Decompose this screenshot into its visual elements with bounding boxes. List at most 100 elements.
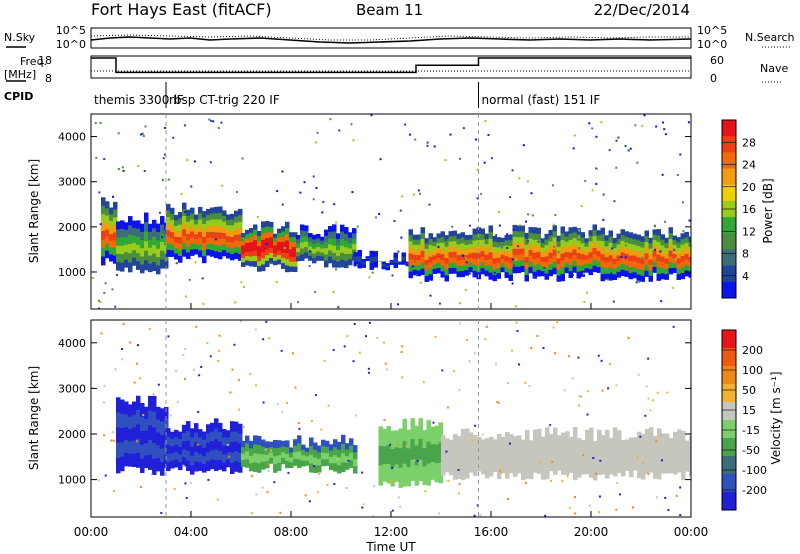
echo-cell: [424, 238, 429, 245]
echo-speck: [103, 434, 106, 437]
echo-cell: [293, 266, 298, 273]
echo-cell: [230, 242, 235, 249]
echo-cell: [329, 444, 334, 452]
echo-cell: [132, 427, 137, 441]
velocity-data: [97, 320, 691, 517]
echo-cell: [497, 463, 502, 480]
echo-cell: [561, 460, 566, 475]
echo-cell: [160, 421, 165, 436]
echo-cell: [166, 230, 171, 238]
echo-cell: [516, 225, 521, 232]
echo-cell: [285, 252, 290, 260]
echo-speck: [462, 127, 465, 130]
echo-cell: [497, 448, 502, 465]
x-axis-label: Time UT: [365, 540, 416, 554]
echo-cell: [625, 449, 630, 461]
echo-speck: [612, 300, 615, 303]
echo-speck: [514, 305, 517, 308]
echo-cell: [420, 239, 425, 246]
echo-cell: [440, 248, 445, 255]
power-colorbar-tick-label: 4: [742, 270, 749, 283]
echo-cell: [540, 252, 545, 258]
echo-cell: [512, 236, 517, 244]
echo-cell: [560, 240, 565, 248]
echo-speck: [537, 240, 540, 243]
echo-speck: [152, 393, 155, 396]
echo-cell: [448, 231, 453, 237]
echo-cell: [238, 253, 243, 261]
echo-cell: [325, 459, 330, 466]
echo-speck: [267, 337, 270, 340]
echo-speck: [371, 271, 374, 274]
echo-cell: [484, 259, 489, 266]
echo-cell: [390, 430, 395, 450]
echo-speck: [451, 225, 454, 228]
echo-cell: [166, 236, 171, 244]
echo-cell: [664, 237, 669, 244]
echo-speck: [679, 153, 682, 156]
echo-cell: [305, 460, 310, 466]
echo-cell: [226, 241, 231, 248]
echo-cell: [245, 229, 250, 235]
echo-cell: [348, 243, 353, 250]
echo-cell: [680, 272, 685, 280]
echo-speck: [474, 138, 477, 141]
echo-cell: [304, 236, 309, 243]
echo-speck: [368, 321, 371, 324]
echo-speck: [497, 462, 500, 465]
echo-speck: [479, 514, 482, 517]
echo-cell: [320, 236, 325, 242]
echo-cell: [452, 251, 457, 258]
echo-cell: [520, 237, 525, 244]
echo-speck: [578, 247, 581, 250]
echo-speck: [487, 133, 490, 136]
echo-cell: [460, 237, 465, 244]
echo-cell: [480, 251, 485, 258]
echo-speck: [221, 184, 224, 187]
echo-cell: [660, 245, 665, 252]
echo-speck: [675, 494, 678, 497]
echo-cell: [234, 451, 239, 462]
echo-speck: [592, 456, 595, 459]
echo-speck: [114, 368, 117, 371]
echo-cell: [641, 448, 646, 465]
echo-cell: [680, 261, 685, 268]
echo-cell: [234, 431, 239, 442]
echo-speck: [620, 256, 623, 259]
echo-cell: [296, 235, 301, 240]
echo-cell: [116, 412, 121, 429]
echo-speck: [544, 514, 547, 517]
echo-cell: [461, 429, 466, 447]
echo-cell: [629, 437, 634, 452]
echo-cell: [477, 448, 482, 461]
echo-cell: [202, 464, 207, 473]
echo-cell: [253, 250, 258, 257]
echo-cell: [501, 436, 506, 450]
echo-speck: [99, 121, 102, 124]
echo-cell: [552, 255, 557, 263]
echo-speck: [332, 349, 335, 352]
echo-cell: [453, 464, 458, 480]
echo-cell: [381, 261, 386, 265]
echo-speck: [321, 211, 324, 214]
echo-cell: [616, 249, 621, 256]
echo-cell: [148, 231, 153, 241]
echo-cell: [174, 220, 179, 227]
echo-cell: [420, 227, 425, 234]
echo-speck: [572, 147, 575, 150]
echo-cell: [428, 274, 433, 281]
echo-cell: [386, 463, 391, 484]
echo-cell: [194, 249, 199, 255]
echo-speck: [659, 435, 662, 438]
echo-cell: [553, 458, 558, 475]
echo-cell: [194, 214, 199, 220]
echo-cell: [668, 233, 673, 240]
echo-speck: [345, 487, 348, 490]
echo-cell: [641, 464, 646, 480]
echo-cell: [552, 267, 557, 275]
echo-speck: [554, 214, 557, 217]
echo-speck: [579, 395, 582, 398]
echo-cell: [340, 231, 345, 240]
echo-cell: [480, 256, 485, 264]
